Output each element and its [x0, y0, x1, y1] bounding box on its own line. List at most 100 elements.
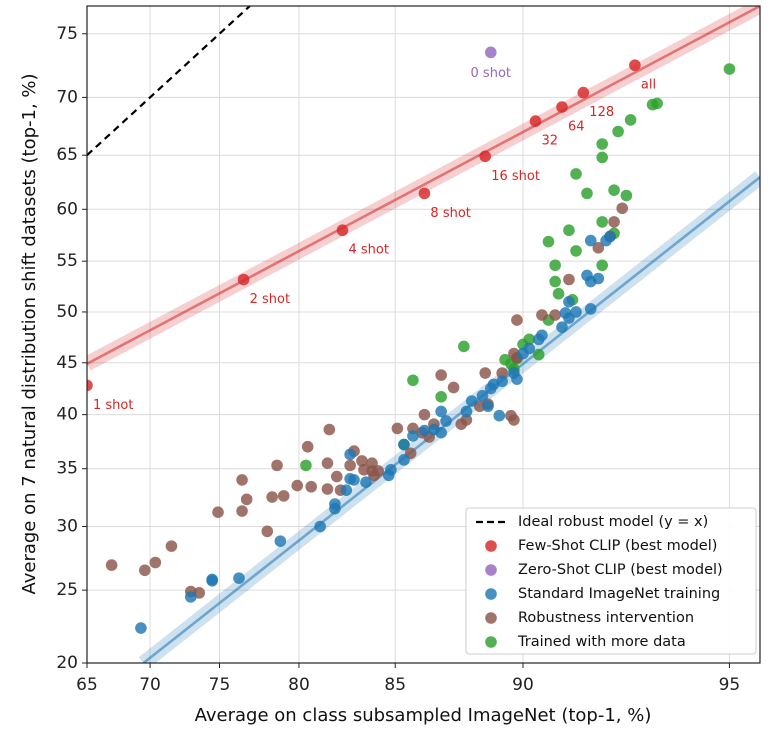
data-point [336, 224, 349, 237]
data-point [482, 400, 494, 413]
x-tick-label: 65 [76, 675, 98, 695]
data-point [261, 525, 274, 538]
y-tick-label: 30 [56, 517, 78, 537]
data-point [291, 479, 304, 492]
legend-label: Standard ImageNet training [518, 586, 720, 602]
data-point [563, 296, 575, 308]
y-axis-label: Average on 7 natural distribution shift … [19, 73, 40, 594]
fit-line [87, 6, 760, 365]
point-label: all [641, 78, 656, 93]
data-point [484, 46, 497, 59]
data-point [511, 314, 523, 326]
data-point [105, 559, 118, 571]
data-point [149, 556, 162, 569]
data-point [301, 440, 314, 453]
data-point [382, 469, 395, 482]
data-point [236, 505, 248, 517]
reference-line [87, 6, 251, 157]
data-point [212, 506, 224, 519]
data-point [407, 374, 419, 387]
legend-swatch [485, 612, 497, 624]
data-point [344, 459, 356, 472]
data-point [523, 342, 536, 355]
data-point [398, 438, 410, 451]
data-point [616, 202, 629, 215]
data-point [407, 430, 419, 442]
data-point [549, 275, 561, 288]
data-point [608, 184, 620, 196]
data-point [596, 138, 608, 150]
data-point [418, 408, 431, 421]
data-point [556, 321, 568, 333]
data-point [435, 391, 447, 403]
point-label: 4 shot [348, 243, 388, 258]
data-point [418, 424, 431, 437]
data-point [277, 490, 290, 502]
data-point [581, 187, 593, 200]
data-point [274, 535, 287, 547]
legend-swatch [485, 540, 497, 552]
data-point [592, 242, 605, 254]
data-point [460, 414, 473, 426]
data-point [532, 348, 545, 361]
data-point [348, 474, 360, 486]
point-label: 8 shot [430, 206, 470, 221]
data-point [237, 273, 250, 286]
data-point [184, 591, 197, 603]
x-tick-label: 80 [288, 675, 310, 695]
data-point [584, 303, 597, 315]
data-point [620, 189, 633, 202]
data-point [479, 150, 492, 163]
y-tick-label: 55 [56, 251, 78, 271]
data-point [493, 409, 506, 422]
data-point [629, 59, 641, 72]
data-point [465, 395, 478, 407]
data-point [398, 454, 410, 466]
legend-label: Few-Shot CLIP (best model) [518, 538, 717, 554]
data-point [458, 340, 470, 353]
point-label: 1 shot [93, 398, 133, 413]
data-point [271, 459, 283, 472]
data-point [552, 287, 565, 300]
y-tick-label: 65 [56, 145, 78, 165]
data-point [435, 426, 447, 439]
legend-box [465, 507, 757, 655]
y-tick-label: 60 [56, 199, 78, 219]
data-point [577, 86, 590, 99]
legend-swatch [485, 588, 497, 600]
data-point [496, 367, 508, 379]
data-point [612, 125, 624, 138]
data-point [608, 216, 620, 228]
data-point [305, 480, 318, 493]
data-point [344, 448, 356, 461]
x-axis-label: Average on class subsampled ImageNet (to… [195, 705, 652, 726]
data-point [479, 367, 492, 379]
data-point [549, 259, 561, 272]
data-point [570, 306, 582, 318]
data-point [584, 234, 597, 247]
y-tick-label: 70 [56, 87, 78, 107]
data-point [340, 484, 353, 496]
y-tick-label: 45 [56, 353, 78, 373]
data-point [476, 389, 489, 402]
data-point [596, 216, 608, 228]
data-point [570, 168, 582, 180]
data-point [563, 273, 575, 286]
grid [86, 6, 760, 664]
data-point [556, 101, 568, 113]
point-label: 16 shot [491, 169, 540, 184]
data-point [646, 98, 659, 111]
data-point [236, 474, 248, 486]
data-point [532, 333, 545, 346]
data-point [391, 422, 404, 435]
legend-label: Robustness intervention [518, 610, 694, 626]
data-point [592, 272, 605, 285]
data-point [233, 572, 245, 584]
plot-area [87, 6, 760, 663]
y-tick-label: 75 [56, 24, 78, 44]
data-point [563, 224, 575, 237]
data-point [529, 115, 542, 127]
data-point [435, 369, 447, 381]
legend-label: Zero-Shot CLIP (best model) [518, 562, 723, 578]
